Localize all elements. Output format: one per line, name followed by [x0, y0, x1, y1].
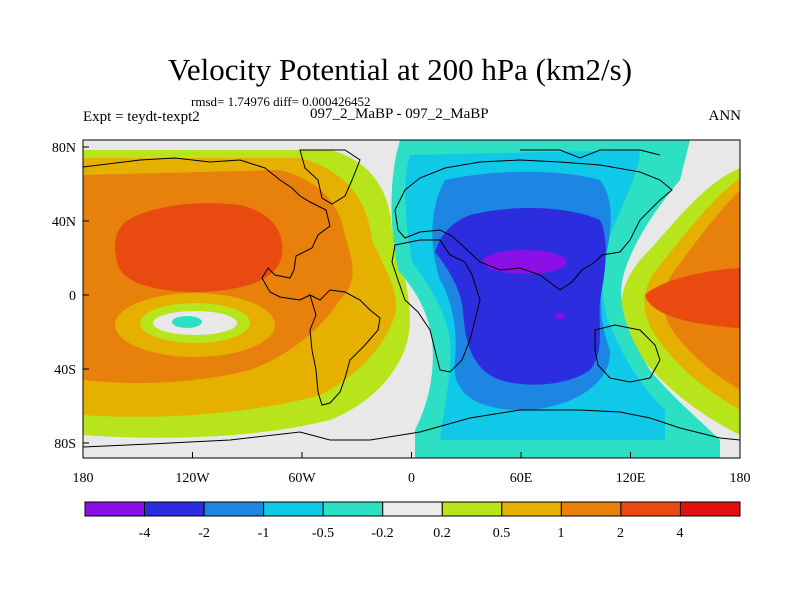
greenland-coast [299, 149, 361, 205]
colorbar-label: 1 [558, 526, 565, 541]
colorbar-box [679, 501, 741, 517]
colorbar-label: -0.5 [312, 526, 334, 541]
colorbar-box [322, 501, 384, 517]
colorbar-label: -4 [139, 526, 151, 541]
field-region-blue-main [435, 208, 606, 385]
colorbar-label: -2 [198, 526, 210, 541]
south-america-coast [309, 289, 381, 406]
x-tick-label: 180 [73, 471, 94, 486]
y-tick-label: 80N [52, 141, 76, 156]
y-tick-label: 40S [54, 363, 76, 378]
x-tick-label: 120W [175, 471, 210, 486]
x-tick-label: 0 [408, 471, 415, 486]
antarctica-coast [82, 409, 741, 448]
field-region-redorange-east [645, 268, 740, 328]
field-region-turquoise-center [172, 316, 202, 328]
colorbar-box [441, 501, 503, 517]
y-tick-label: 80S [54, 437, 76, 452]
field-region-purple-center [483, 250, 567, 274]
stats-text: rmsd= 1.74976 diff= 0.000426452 [191, 94, 371, 109]
case-label: 097_2_MaBP - 097_2_MaBP [310, 106, 489, 122]
colorbar-box [144, 501, 205, 517]
x-tick-label: 120E [616, 471, 646, 486]
north-america-coast [82, 157, 331, 301]
y-tick-label: 0 [69, 289, 76, 304]
season-label: ANN [708, 108, 742, 124]
colorbar-box [382, 501, 443, 517]
x-tick-label: 60W [288, 471, 316, 486]
contour-fill-layer [83, 140, 740, 458]
colorbar-label: 0.2 [433, 526, 451, 541]
colorbar-label: 2 [617, 526, 624, 541]
coastlines [82, 149, 741, 448]
colorbar-label: -0.2 [371, 526, 393, 541]
experiment-label: Expt = teydt-texpt2 [83, 109, 200, 125]
y-tick-marks [83, 146, 89, 444]
x-tick-marks [82, 452, 741, 458]
colorbar-box [84, 501, 146, 517]
colorbar-box [501, 501, 562, 517]
plot-title: Velocity Potential at 200 hPa (km2/s) [167, 52, 633, 87]
x-tick-label: 60E [510, 471, 533, 486]
field-region-redorange-west [114, 203, 283, 292]
arctic-islands-coast [520, 149, 661, 159]
colorbar: -4 -2 -1 -0.5 -0.2 0.2 0.5 1 2 4 [84, 501, 741, 541]
colorbar-frame [84, 501, 741, 517]
eurasia-coast [394, 159, 673, 291]
colorbar-box [203, 501, 265, 517]
colorbar-label: 4 [677, 526, 684, 541]
australia-coast [594, 324, 661, 383]
colorbar-label: -1 [258, 526, 270, 541]
colorbar-box [620, 501, 681, 517]
africa-coast [391, 239, 481, 373]
colorbar-box [263, 501, 324, 517]
x-tick-label: 180 [730, 471, 751, 486]
y-tick-label: 40N [52, 215, 76, 230]
colorbar-box [560, 501, 622, 517]
field-region-purple-spot [555, 313, 565, 319]
colorbar-label: 0.5 [493, 526, 511, 541]
